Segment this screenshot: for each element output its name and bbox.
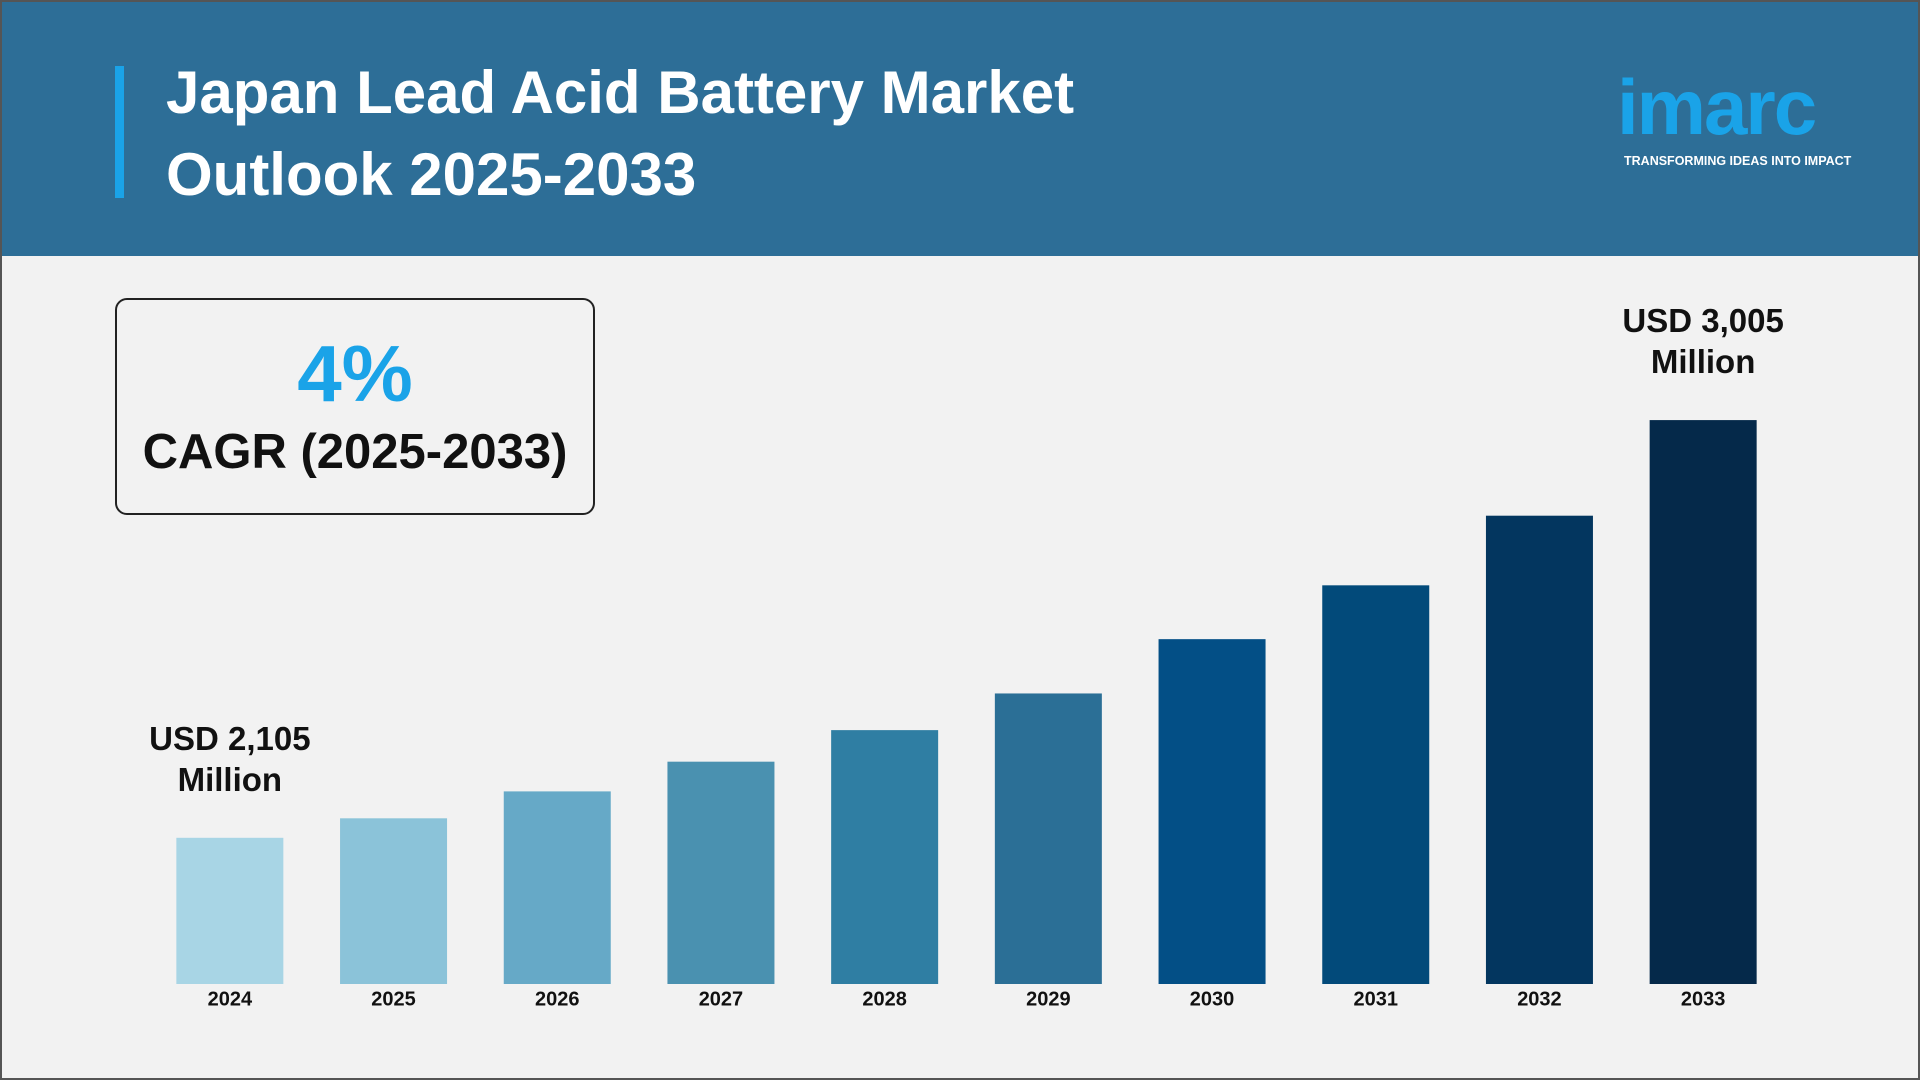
title: Japan Lead Acid Battery Market Outlook 2… [166,59,1075,208]
x-tick-label: 2032 [1517,988,1562,1010]
value-label: USD 2,105 Million [149,719,311,798]
tagline: TRANSFORMING IDEAS INTO IMPACT [1624,154,1852,168]
bar [503,791,611,984]
x-tick-label: 2033 [1681,988,1726,1010]
x-tick-label: 2027 [699,988,744,1010]
value-label: USD 3,005 Million [1622,302,1784,381]
bar [1649,420,1757,984]
bar [176,837,284,984]
bar [340,818,448,984]
bar [1158,639,1266,984]
x-tick-label: 2028 [862,988,907,1010]
bar [831,730,939,984]
bar [1322,585,1430,984]
x-tick-label: 2025 [371,988,416,1010]
cagr-box: 4% CAGR (2025-2033) [115,298,595,515]
logo: imarc [1617,63,1817,151]
cagr-value: 4% [297,329,413,418]
x-tick-label: 2029 [1026,988,1071,1010]
x-tick-label: 2024 [208,988,253,1010]
bar [1485,515,1593,984]
bar [667,761,775,984]
x-tick-label: 2031 [1354,988,1399,1010]
accent-bar [115,66,124,198]
bar [994,693,1102,984]
header: Japan Lead Acid Battery Market Outlook 2… [2,2,1918,256]
x-tick-label: 2026 [535,988,580,1010]
cagr-label: CAGR (2025-2033) [142,425,568,479]
x-tick-label: 2030 [1190,988,1235,1010]
